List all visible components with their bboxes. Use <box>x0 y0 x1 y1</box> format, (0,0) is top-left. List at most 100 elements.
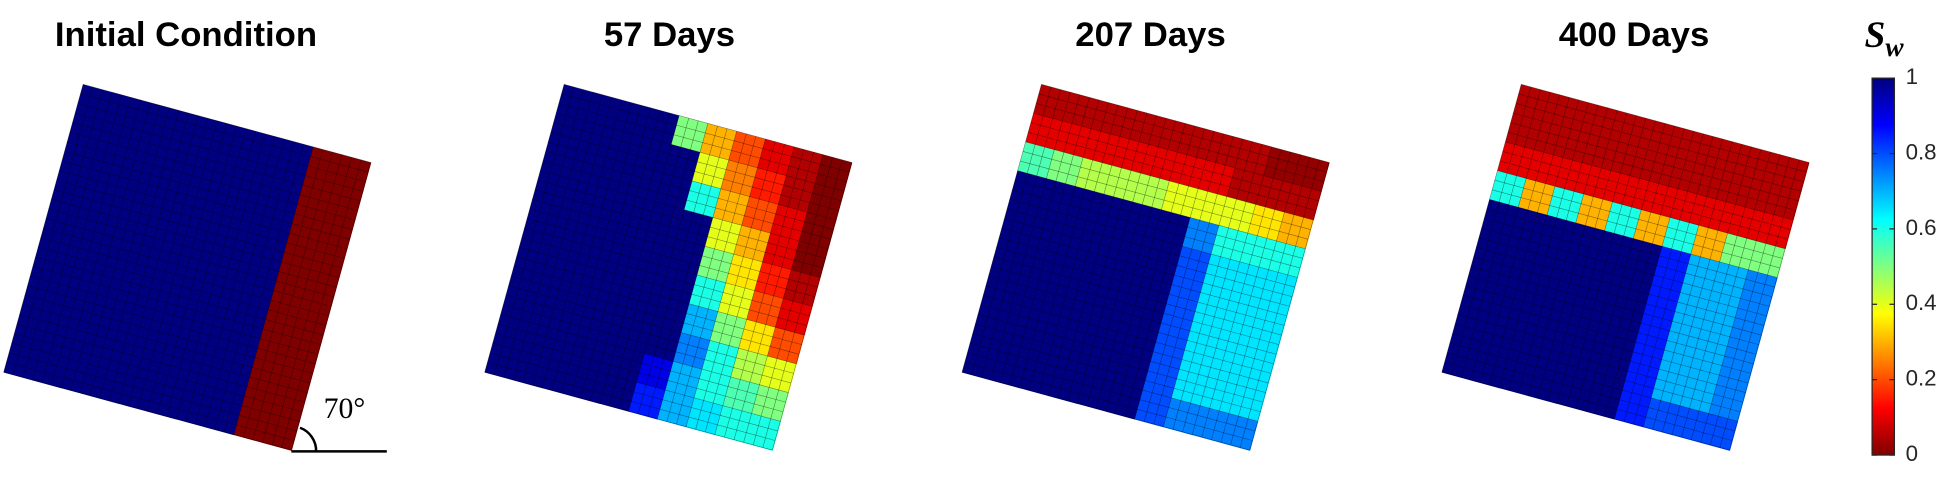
cell <box>1541 92 1580 130</box>
mesh-line <box>14 334 302 412</box>
cell <box>1593 353 1631 391</box>
mesh-line <box>1154 136 1233 424</box>
cell <box>1687 348 1726 386</box>
cell <box>668 238 706 276</box>
mesh-line <box>46 219 334 297</box>
mesh-line <box>138 121 217 409</box>
cell <box>1599 107 1637 146</box>
mesh-line <box>234 147 313 435</box>
mesh-line <box>551 132 839 210</box>
cell <box>97 337 136 376</box>
cell <box>35 228 73 266</box>
mesh-line <box>724 149 803 437</box>
cell <box>1051 243 1089 282</box>
cell <box>223 217 262 255</box>
mesh-line <box>1482 228 1770 306</box>
mesh-line <box>989 276 1277 354</box>
mesh-line <box>1135 131 1214 419</box>
cell <box>1025 113 1063 151</box>
mesh-line <box>70 132 358 210</box>
mesh-line <box>1163 139 1242 427</box>
mesh-line <box>1031 123 1319 201</box>
mesh-line <box>78 104 366 182</box>
mesh-line <box>542 100 621 388</box>
cell <box>48 293 86 331</box>
cell <box>1205 131 1244 169</box>
cell <box>1530 243 1569 282</box>
cell <box>207 275 246 313</box>
mesh-line <box>1466 286 1754 364</box>
mesh-line <box>1662 144 1741 432</box>
mesh-line <box>109 113 188 401</box>
mesh-line <box>148 123 227 411</box>
mesh-line <box>1720 160 1799 448</box>
cell <box>260 196 298 234</box>
cell <box>762 233 800 271</box>
cell <box>210 152 249 190</box>
cell <box>628 382 666 420</box>
mesh-line <box>744 155 823 443</box>
cell <box>220 340 259 378</box>
cell <box>1617 267 1655 305</box>
mesh-line <box>1505 142 1793 220</box>
cell <box>717 282 756 321</box>
mesh-line <box>1463 295 1751 373</box>
mesh-line <box>1513 113 1801 191</box>
mesh-line <box>25 295 313 373</box>
mesh-line <box>524 228 812 306</box>
cell <box>1656 123 1695 161</box>
cell <box>1538 215 1577 253</box>
cell <box>1054 120 1092 159</box>
cell <box>1641 180 1679 219</box>
cell <box>1510 207 1548 245</box>
mesh-line <box>1484 219 1772 297</box>
cell <box>1614 390 1652 428</box>
cell <box>132 99 170 138</box>
cell <box>273 261 311 300</box>
mesh-line <box>224 144 303 432</box>
cell <box>1698 196 1737 234</box>
cell <box>1674 282 1713 321</box>
cell <box>1260 269 1298 308</box>
cell <box>190 115 228 153</box>
mesh-line <box>967 353 1255 431</box>
mesh-line <box>619 121 698 409</box>
mesh-line <box>272 157 351 445</box>
mesh-line <box>1682 149 1761 437</box>
cell <box>64 235 102 274</box>
cell <box>1239 233 1278 271</box>
mesh-line <box>41 238 329 316</box>
cell <box>767 327 805 365</box>
mesh-line <box>205 139 284 427</box>
cell <box>738 319 776 357</box>
cell <box>513 351 551 389</box>
cell <box>310 240 348 279</box>
cell <box>570 366 609 404</box>
cell <box>1735 175 1773 213</box>
cell <box>759 355 797 394</box>
cell <box>265 290 303 328</box>
heatmap <box>1442 84 1810 450</box>
cell <box>174 173 212 211</box>
mesh-line <box>23 90 102 378</box>
cell <box>1090 99 1129 138</box>
cell <box>636 353 674 391</box>
cell <box>786 146 824 185</box>
cell <box>663 144 701 182</box>
cell <box>1567 222 1606 261</box>
cell <box>1223 290 1262 328</box>
cell <box>540 141 578 180</box>
cell <box>1556 374 1595 412</box>
cell <box>691 152 730 190</box>
cell <box>1711 261 1749 300</box>
mesh-line <box>1048 108 1127 396</box>
mesh-line <box>17 324 305 402</box>
mesh-line <box>1452 334 1740 412</box>
cell <box>1046 149 1084 187</box>
cell <box>1570 99 1609 138</box>
cell <box>1559 251 1598 289</box>
mesh-line <box>4 372 292 450</box>
cell <box>557 301 596 339</box>
cell <box>1658 340 1697 378</box>
